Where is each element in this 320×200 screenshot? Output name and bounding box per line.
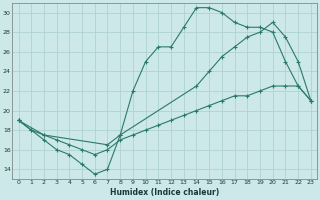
X-axis label: Humidex (Indice chaleur): Humidex (Indice chaleur): [110, 188, 219, 197]
